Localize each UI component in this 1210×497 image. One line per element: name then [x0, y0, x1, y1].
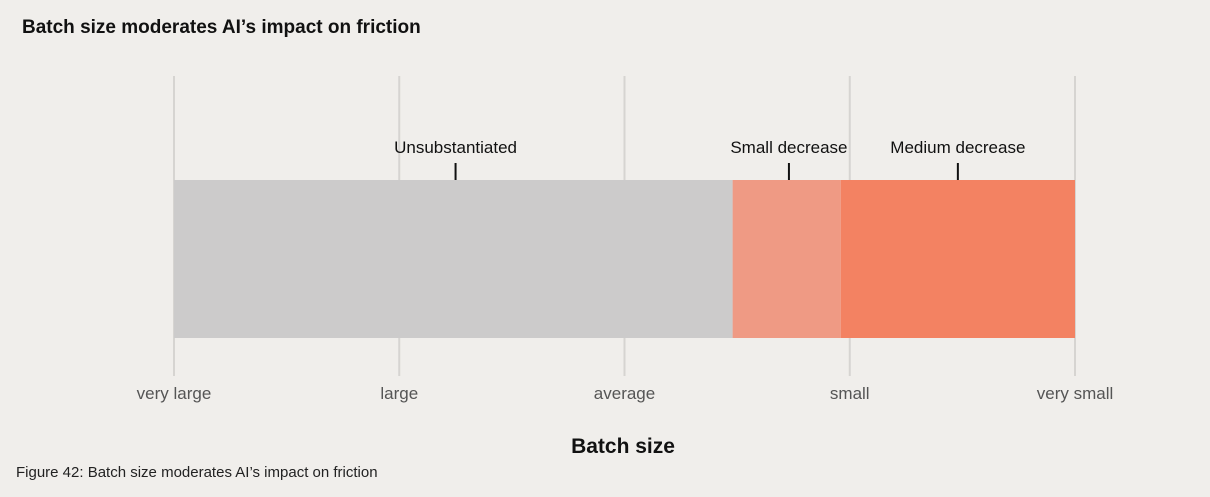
segment-bar	[840, 180, 1075, 338]
segment-bars	[174, 180, 1075, 338]
segment-bar	[732, 180, 841, 338]
x-tick-label: average	[594, 384, 655, 403]
x-tick-label: small	[830, 384, 870, 403]
segment-label: Unsubstantiated	[394, 138, 517, 157]
chart-title: Batch size moderates AI’s impact on fric…	[22, 17, 421, 38]
x-tick-label: large	[380, 384, 418, 403]
segment-label: Medium decrease	[890, 138, 1025, 157]
segment-labels: Unsubstantiated Small decrease Medium decr…	[394, 138, 1025, 180]
x-tick-labels: very large large average small very small	[137, 384, 1114, 403]
segment-bar	[174, 180, 733, 338]
segment-label: Small decrease	[730, 138, 847, 157]
x-tick-label: very large	[137, 384, 212, 403]
x-axis-label: Batch size	[571, 435, 675, 458]
x-tick-label: very small	[1037, 384, 1114, 403]
figure-caption: Figure 42: Batch size moderates AI’s imp…	[16, 464, 378, 481]
